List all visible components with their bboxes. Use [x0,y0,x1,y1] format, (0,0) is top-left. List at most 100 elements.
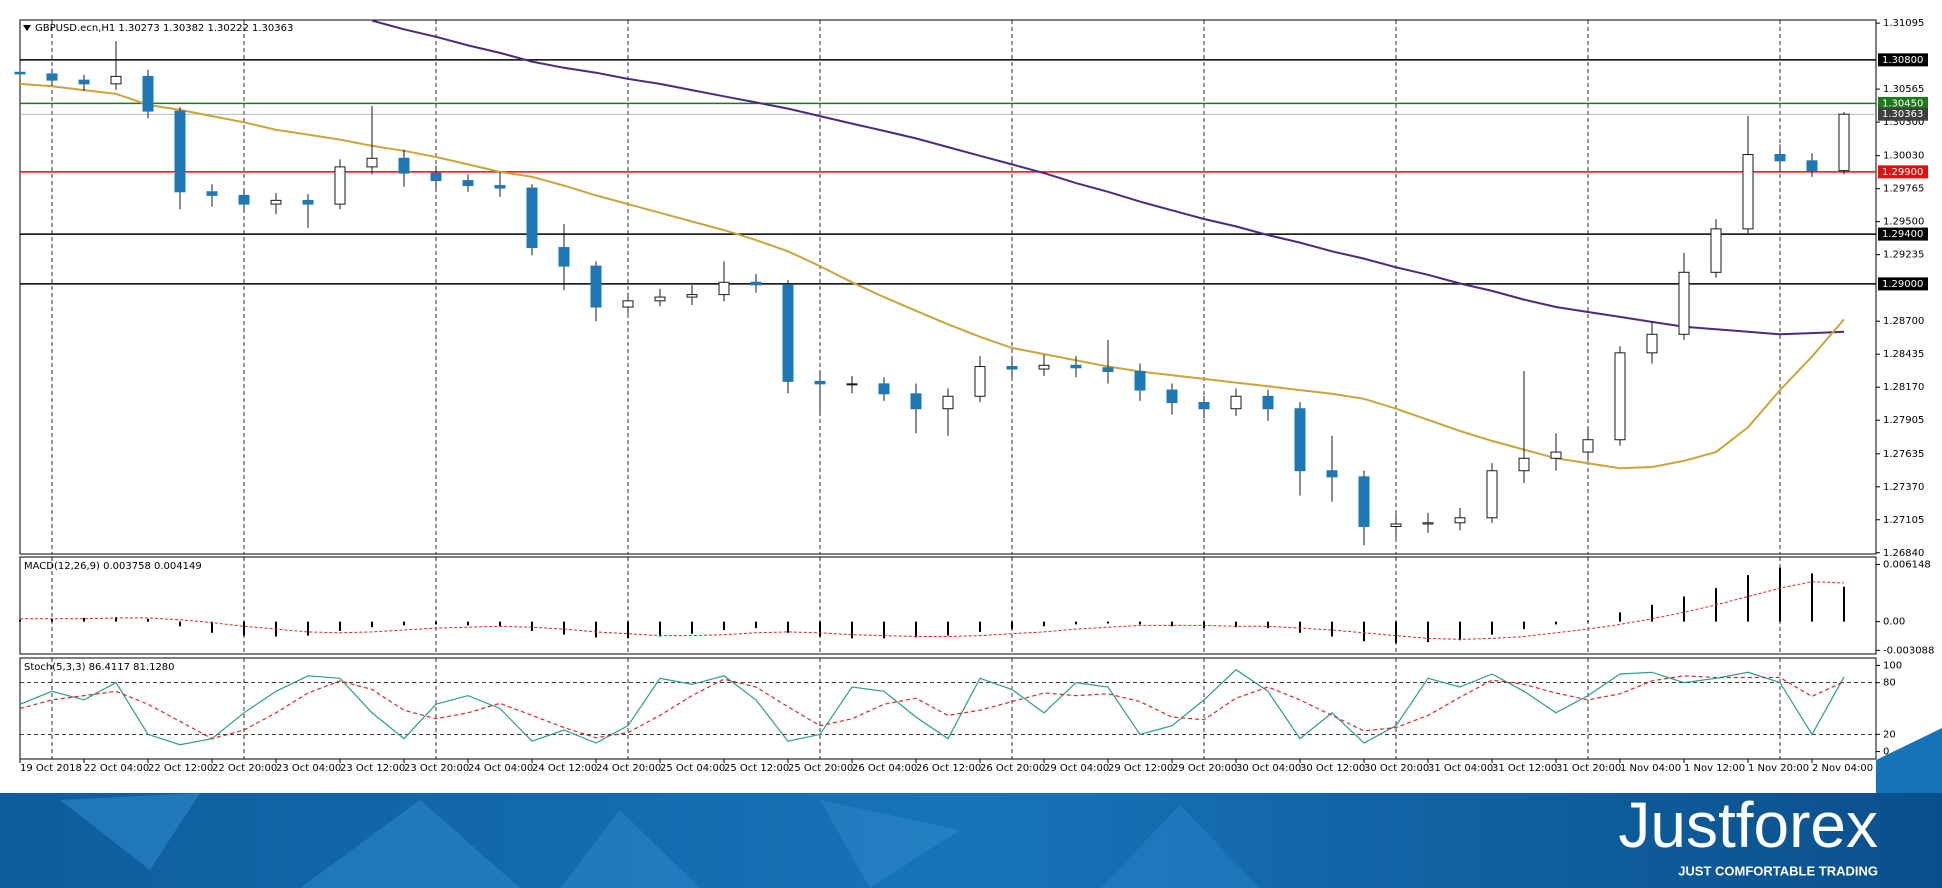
candle-body [46,73,58,81]
candle-body [814,380,826,385]
candle-body [718,281,730,296]
x-tick-label: 26 Oct 04:00 [852,763,917,774]
level-label: 1.29400 [1882,229,1923,240]
y-tick-label: 80 [1883,678,1896,689]
level-tag [1878,96,1928,110]
collapse-arrow[interactable] [23,25,31,31]
indicator-line [19,82,1845,470]
x-tick-label: 30 Oct 04:00 [1236,763,1301,774]
indicator-line [371,19,1845,336]
candle-body [1774,154,1786,162]
y-tick-label: 1.29235 [1883,250,1924,261]
level-label: 1.30450 [1882,98,1923,109]
banner-corner [1876,728,1942,793]
panel-frame [19,556,1877,655]
y-tick-label: 1.28700 [1883,316,1924,327]
candle-body [846,383,858,386]
candle-body [878,383,890,395]
y-tick-label: 1.31095 [1883,18,1924,29]
y-tick-label: 1.28170 [1883,382,1924,393]
x-tick-label: 29 Oct 20:00 [1172,763,1237,774]
candle-body [974,366,986,397]
candle-body [654,296,666,302]
candle-body [782,284,794,382]
x-tick-label: 22 Oct 12:00 [148,763,213,774]
candle-body [1262,395,1274,410]
decor [560,810,700,888]
candle-body [750,281,762,286]
candle-body [366,157,378,168]
candle-body [398,157,410,174]
x-tick-label: 1 Nov 12:00 [1684,763,1745,774]
candle-body [1486,470,1498,519]
y-tick-label: 1.29765 [1883,184,1924,195]
level-label: 1.30800 [1882,55,1923,66]
x-tick-label: 19 Oct 2018 [20,763,82,774]
candle-body [1646,333,1658,354]
y-tick-label: 1.27905 [1883,415,1924,426]
last-price-tag [1878,107,1928,121]
candle-body [110,75,122,85]
candle-body [526,187,538,249]
x-tick-label: 1 Nov 20:00 [1748,763,1809,774]
y-tick-label: 1.27105 [1883,515,1924,526]
level-tag [1878,277,1928,291]
candle-body [1294,408,1306,472]
y-tick-label: 1.27635 [1883,449,1924,460]
stoch-header: Stoch(5,3,3) 86.4117 81.1280 [24,662,175,673]
y-tick-label: 1.29500 [1883,217,1924,228]
decor [820,800,960,888]
x-tick-label: 24 Oct 04:00 [468,763,533,774]
candle-body [174,110,186,193]
y-tick-label: 1.28435 [1883,349,1924,360]
x-tick-label: 22 Oct 20:00 [212,763,277,774]
y-tick-label: -0.003088 [1883,645,1934,656]
candle-body [1678,271,1690,335]
candle-body [14,71,26,75]
x-tick-label: 23 Oct 04:00 [276,763,341,774]
x-tick-label: 23 Oct 12:00 [340,763,405,774]
candle-body [590,265,602,308]
candle-body [910,393,922,410]
brand-name: Justforex [1618,789,1878,861]
candle-body [1230,395,1242,410]
indicator-line [19,668,1845,746]
candle-body [1614,352,1626,441]
x-tick-label: 30 Oct 12:00 [1300,763,1365,774]
candle-body [1006,366,1018,370]
candle-body [1166,389,1178,404]
x-tick-label: 23 Oct 20:00 [404,763,469,774]
y-tick-label: 100 [1883,660,1902,671]
x-tick-label: 2 Nov 04:00 [1812,763,1873,774]
symbol-header: GBPUSD.ecn,H1 1.30273 1.30382 1.30222 1.… [35,23,293,34]
y-tick-label: 1.26840 [1883,548,1924,559]
y-tick-label: 0 [1883,747,1889,758]
candle-body [334,166,346,205]
y-tick-label: 1.27370 [1883,482,1924,493]
candle-body [1390,523,1402,527]
decor [60,793,200,870]
candle-body [1102,367,1114,373]
candle-body [462,180,474,187]
level-tag [1878,53,1928,67]
candle-body [1198,402,1210,410]
candle-body [1070,364,1082,369]
x-tick-label: 29 Oct 04:00 [1044,763,1109,774]
candle-body [1326,470,1338,478]
candle-body [1422,522,1434,525]
level-label: 1.29000 [1882,279,1923,290]
level-tag [1878,227,1928,241]
candle-body [78,79,90,85]
x-tick-label: 1 Nov 04:00 [1620,763,1681,774]
x-tick-label: 30 Oct 20:00 [1364,763,1429,774]
y-tick-label: 1.30300 [1883,117,1924,128]
y-tick-label: 1.30030 [1883,151,1924,162]
indicator-line [20,581,1845,640]
x-tick-label: 26 Oct 20:00 [980,763,1045,774]
candle-body [1742,154,1754,230]
candle-body [622,300,634,308]
candle-body [1518,457,1530,472]
candle-body [238,194,250,205]
